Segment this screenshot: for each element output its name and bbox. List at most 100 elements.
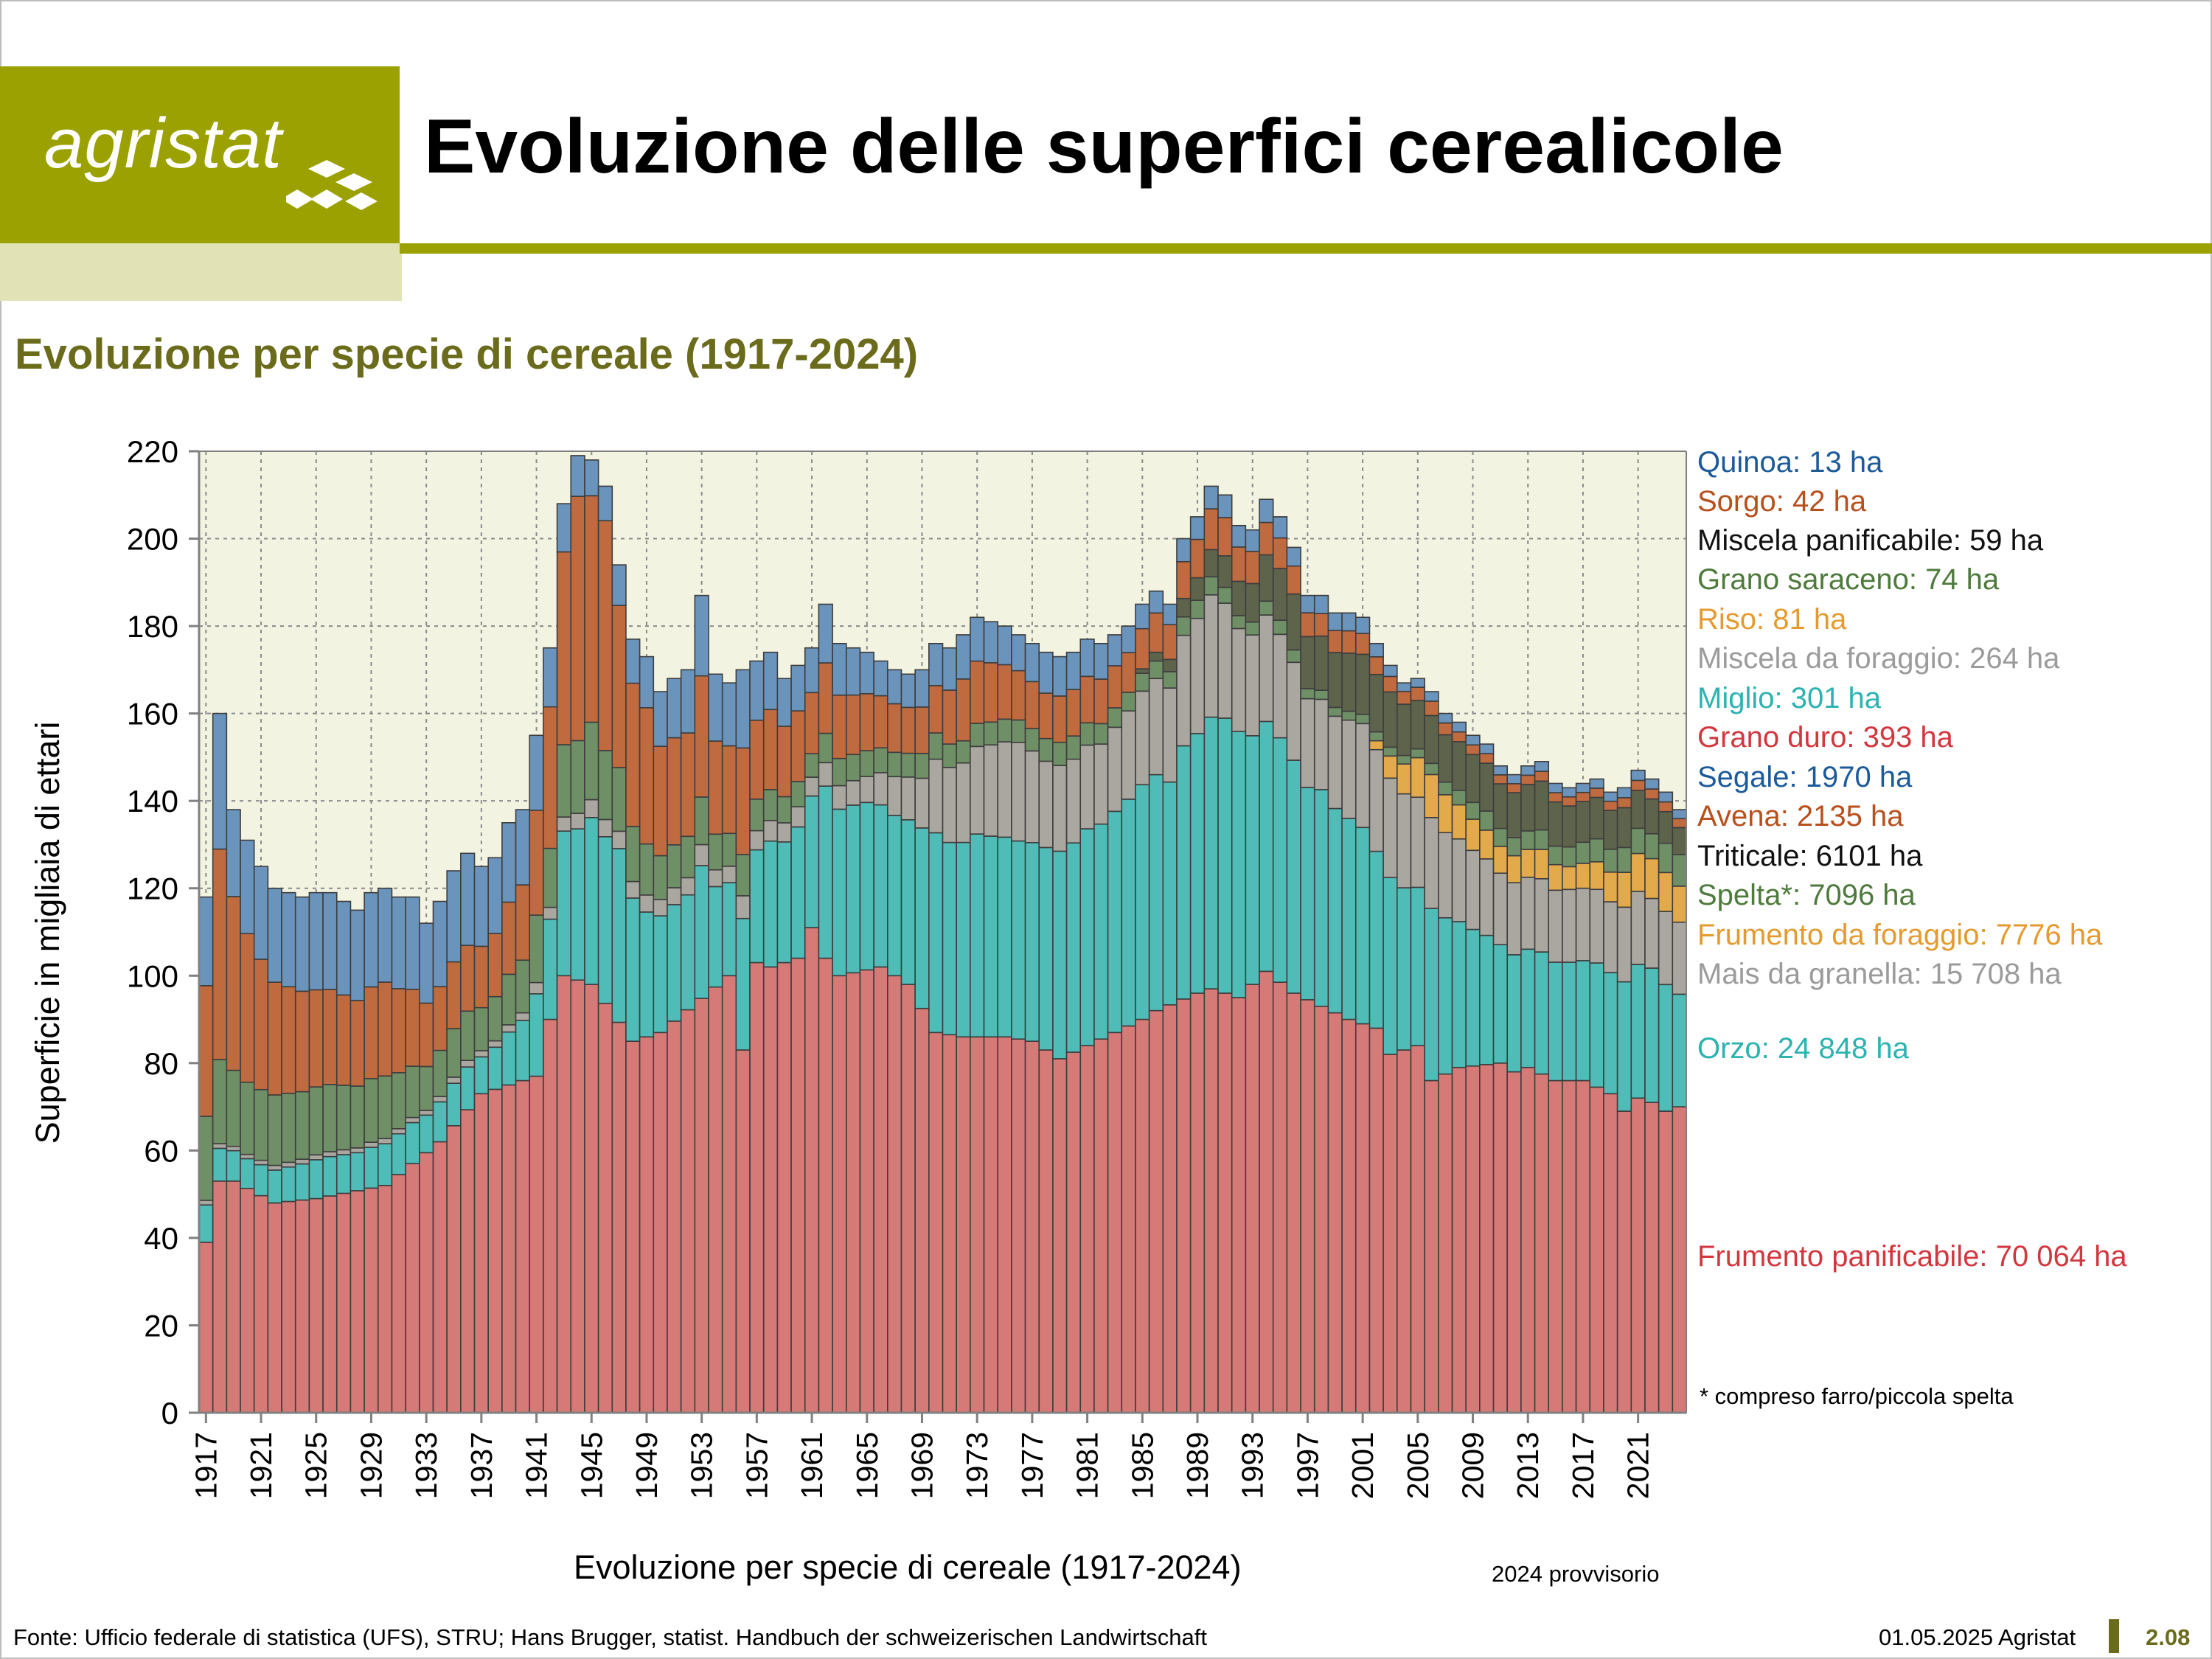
bar-segment-segale-1925 [308,891,324,991]
bar-segment-mais-da-granella-1940 [515,1012,531,1021]
bar-segment-frumento-panificabile-1947 [611,1021,627,1413]
bar-segment-orzo-1983 [1107,810,1123,1034]
bar-segment-frumento-panificabile-2021 [1630,1097,1646,1413]
bar-segment-orzo-1943 [556,830,572,977]
legend-item: Riso: 81 ha [1697,603,1847,636]
bar-segment-avena-1935 [446,961,462,1029]
bar-segment-frumento-panificabile-1990 [1203,988,1219,1413]
bar-segment-spelta-1984 [1121,692,1136,712]
bars [198,455,1687,1413]
y-tick-label: 120 [127,872,178,906]
bar-segment-spelta-2000 [1341,710,1357,721]
bar-segment-orzo-2005 [1410,886,1425,1046]
bar-segment-spelta-1937 [473,1006,489,1051]
bar-segment-frumento-panificabile-2015 [1548,1079,1563,1413]
bar-segment-segale-1997 [1300,594,1315,613]
bar-segment-spelta-2008 [1451,790,1467,806]
bar-segment-segale-1963 [832,642,847,696]
bar-segment-segale-2003 [1382,664,1398,678]
bar-segment-avena-2004 [1397,690,1412,705]
x-tick-label: 1937 [465,1432,498,1499]
bar-segment-orzo-2016 [1562,961,1577,1082]
bar-segment-orzo-1950 [653,915,668,1034]
bar-segment-avena-1961 [804,692,820,754]
bar-segment-orzo-1964 [845,804,861,974]
bar-segment-spelta-2001 [1354,713,1371,725]
bar-segment-frumento-panificabile-1958 [762,966,779,1413]
bar-segment-avena-1926 [322,989,338,1085]
y-tick-label: 100 [127,959,178,993]
bar-segment-mais-da-granella-1952 [680,877,696,896]
bar-segment-triticale-2022 [1644,798,1660,835]
bar-segment-triticale-1990 [1203,549,1219,578]
bar-segment-avena-1984 [1121,652,1136,693]
bar-segment-spelta-1990 [1203,576,1219,596]
bar-segment-frumento-panificabile-2007 [1438,1073,1453,1413]
bar-segment-spelta-1956 [735,854,751,897]
bar-segment-mais-da-granella-1946 [597,818,613,838]
bar-segment-segale-1920 [240,839,255,935]
bar-segment-segale-1992 [1231,524,1247,548]
bar-segment-segale-1917 [198,896,214,987]
bar-segment-spelta-1923 [281,1093,296,1164]
bar-segment-orzo-1942 [543,918,558,1020]
bar-segment-mais-da-granella-1978 [1038,760,1054,849]
bar-segment-mais-da-granella-1926 [322,1151,338,1158]
bar-segment-orzo-2021 [1630,964,1646,1099]
page-title: Evoluzione delle superfici cerealicole [424,104,1784,189]
bar-segment-mais-da-granella-1969 [914,777,930,829]
bar-segment-orzo-2022 [1644,967,1660,1103]
bar-segment-avena-1939 [501,901,517,975]
bar-segment-spelta-1926 [322,1084,338,1152]
bar-segment-orzo-2017 [1575,960,1591,1082]
bar-segment-segale-1936 [460,852,476,946]
bar-segment-spelta-1919 [226,1069,241,1147]
bar-segment-segale-1975 [997,625,1012,666]
bar-segment-segale-1985 [1135,603,1150,630]
bar-segment-frumento-panificabile-1943 [556,975,572,1413]
bar-segment-spelta-2012 [1506,837,1522,857]
bar-segment-orzo-1924 [294,1163,310,1201]
bar-segment-avena-1976 [1011,669,1026,721]
bar-segment-avena-2012 [1506,783,1522,793]
bar-segment-frumento-da-foraggio-2008 [1451,804,1467,840]
bar-segment-frumento-panificabile-1983 [1107,1032,1123,1413]
bar-segment-segale-1950 [653,691,668,747]
bar-segment-mais-da-granella-1979 [1052,765,1068,852]
bar-segment-segale-1990 [1203,485,1219,509]
bar-segment-mais-da-granella-1981 [1079,744,1095,830]
x-tick-label: 1969 [905,1432,939,1499]
bar-segment-avena-1936 [460,945,476,1012]
bar-segment-spelta-2004 [1397,754,1412,765]
bar-segment-segale-1919 [226,809,241,897]
bar-segment-segale-2013 [1520,765,1536,776]
bar-segment-frumento-panificabile-1972 [956,1036,971,1413]
bar-segment-frumento-da-foraggio-2020 [1616,872,1632,908]
bar-segment-spelta-1962 [818,732,833,764]
bar-segment-frumento-panificabile-1993 [1245,984,1260,1413]
bar-segment-avena-1927 [335,994,352,1086]
bar-segment-frumento-panificabile-1961 [804,927,820,1413]
bar-segment-frumento-panificabile-1949 [639,1036,655,1413]
bar-segment-frumento-panificabile-1948 [625,1040,641,1413]
bar-segment-spelta-1921 [253,1088,269,1161]
bar-segment-spelta-1929 [364,1078,379,1143]
bar-segment-orzo-1968 [900,819,916,985]
bar-segment-segale-1957 [749,660,765,721]
bar-segment-avena-1967 [886,703,902,754]
bar-segment-triticale-2023 [1658,810,1674,844]
bar-segment-mais-da-granella-1917 [198,1200,214,1206]
bar-segment-orzo-1925 [308,1159,324,1200]
legend-item: Grano duro: 393 ha [1697,721,1953,754]
bar-segment-mais-da-granella-1987 [1162,687,1178,783]
bar-segment-avena-2021 [1630,779,1646,791]
bar-segment-avena-1922 [267,981,282,1096]
bar-segment-spelta-1966 [873,747,888,773]
bar-segment-segale-1948 [625,639,641,684]
bar-segment-frumento-da-foraggio-2024 [1672,886,1687,923]
bar-segment-mais-da-granella-2009 [1465,849,1481,931]
bar-segment-frumento-panificabile-1976 [1011,1038,1026,1413]
bar-segment-frumento-panificabile-1959 [776,961,792,1413]
bar-segment-orzo-1929 [364,1147,379,1189]
bar-segment-avena-1928 [349,1000,365,1087]
